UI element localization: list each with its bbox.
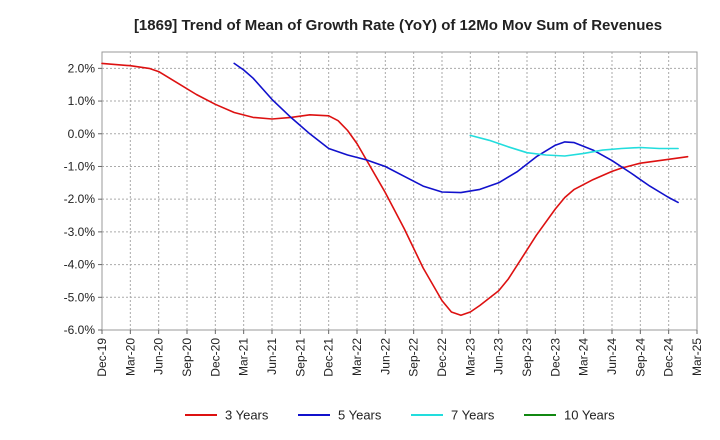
y-axis: 2.0% 1.0% 0.0% -1.0% -2.0% -3.0% -4.0% -5.0% -6.… [64,61,102,337]
legend-label-3-years: 3 Years [225,408,269,423]
x-tick-label: Mar-22 [350,338,364,376]
y-tick-label: -2.0% [64,192,96,206]
grid [101,52,698,331]
x-tick-label: Jun-24 [605,338,619,375]
x-tick-label: Jun-20 [152,338,166,375]
y-tick-label: 0.0% [68,127,96,141]
legend-label-7-years: 7 Years [451,408,495,423]
x-tick-label: Dec-23 [548,338,562,377]
x-tick-label: Dec-19 [95,338,109,377]
y-tick-label: -3.0% [64,225,96,239]
series-line-3-years [101,62,689,317]
y-tick-label: -4.0% [64,258,96,272]
x-tick-label: Dec-21 [322,338,336,377]
x-tick-label: Dec-24 [662,338,676,377]
y-tick-label: -1.0% [64,159,96,173]
plot-area-frame [101,51,698,331]
x-tick-label: Sep-23 [520,338,534,377]
x-tick-label: Dec-20 [208,338,222,377]
legend: 3 Years 5 Years 7 Years 10 Years [185,408,615,423]
legend-label-5-years: 5 Years [338,408,382,423]
y-tick-label: -5.0% [64,290,96,304]
x-tick-label: Dec-22 [435,338,449,377]
x-tick-label: Mar-24 [577,338,591,376]
x-tick-label: Jun-23 [492,338,506,375]
chart-title: [1869] Trend of Mean of Growth Rate (YoY… [134,17,662,34]
x-tick-label: Jun-22 [378,338,392,375]
x-tick-label: Mar-20 [123,338,137,376]
y-tick-label: 2.0% [68,61,96,75]
x-tick-label: Mar-21 [237,338,251,376]
series-line-5-years [233,62,679,204]
x-tick-label: Mar-25 [690,338,704,376]
x-tick-label: Sep-22 [407,338,421,377]
y-tick-label: -6.0% [64,323,96,337]
x-tick-label: Sep-20 [180,338,194,377]
x-tick-label: Mar-23 [463,338,477,376]
x-tick-label: Sep-24 [633,338,647,377]
y-tick-label: 1.0% [68,94,96,108]
series-line-7-years [469,134,679,157]
x-tick-label: Jun-21 [265,338,279,375]
legend-label-10-years: 10 Years [564,408,615,423]
x-tick-label: Sep-21 [293,338,307,377]
series-lines [101,62,689,317]
x-axis: Dec-19 Mar-20 Jun-20 Sep-20 Dec-20 Mar-21 Jun-… [95,330,704,377]
